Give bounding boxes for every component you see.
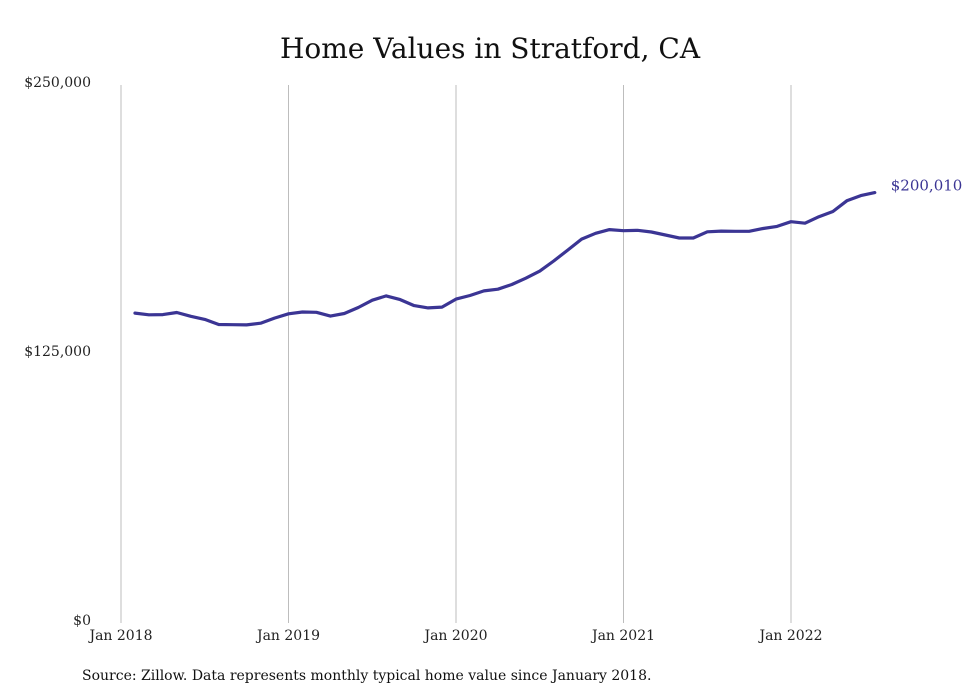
source-note: Source: Zillow. Data represents monthly … (82, 668, 652, 684)
x-tick-label-3: Jan 2021 (590, 628, 655, 644)
y-tick-label-2: $250,000 (24, 75, 91, 91)
y-tick-label-1: $125,000 (24, 344, 91, 360)
chart-title: Home Values in Stratford, CA (279, 32, 701, 65)
x-tick-label-0: Jan 2018 (87, 628, 152, 644)
y-tick-label-0: $0 (73, 613, 91, 629)
series-line-0 (133, 191, 877, 327)
end-value-label: $200,010 (891, 177, 963, 195)
x-tick-label-2: Jan 2020 (422, 628, 487, 644)
x-tick-label-1: Jan 2019 (255, 628, 320, 644)
x-tick-label-4: Jan 2022 (757, 628, 822, 644)
